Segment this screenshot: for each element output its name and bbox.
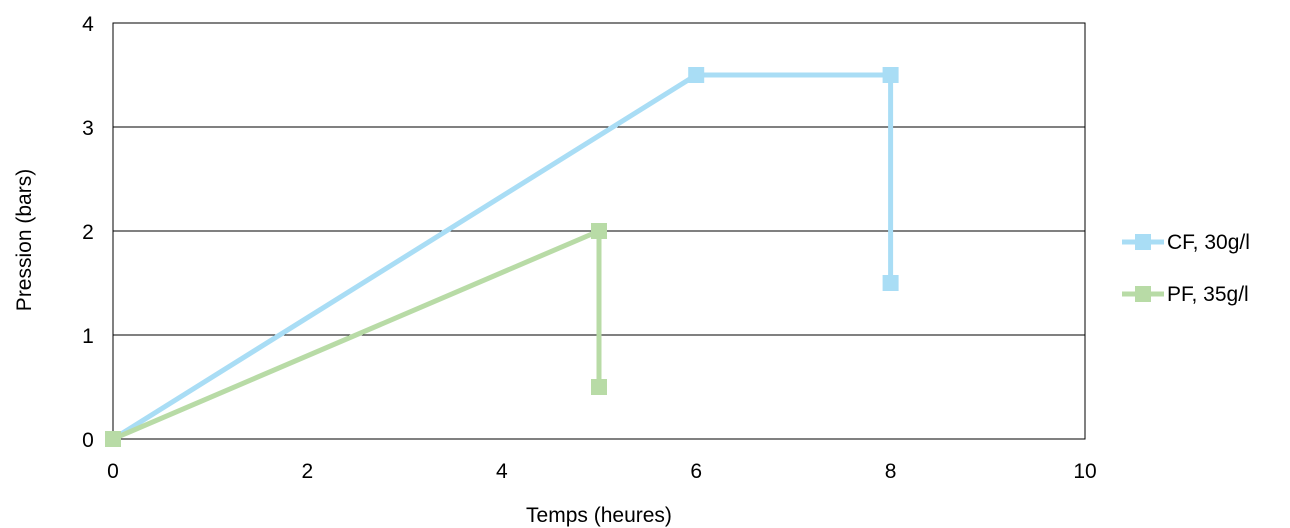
y-axis-ticks: 0 1 2 3 4 [82, 13, 94, 452]
x-tick-label: 6 [690, 460, 702, 483]
x-tick-label: 2 [302, 460, 314, 483]
x-tick-label: 0 [107, 460, 119, 483]
legend-item: CF, 30g/l [1122, 231, 1250, 254]
data-point-marker [591, 379, 607, 395]
series-1 [105, 223, 607, 447]
x-tick-label: 10 [1073, 460, 1096, 483]
y-tick-label: 4 [82, 13, 94, 36]
y-tick-label: 3 [82, 117, 94, 140]
legend-label: PF, 35g/l [1167, 283, 1249, 306]
x-tick-label: 8 [885, 460, 897, 483]
legend-swatch-marker [1135, 234, 1151, 250]
data-point-marker [882, 67, 899, 83]
legend-label: CF, 30g/l [1167, 231, 1250, 254]
legend-item: PF, 35g/l [1122, 283, 1249, 306]
y-axis-title: Pression (bars) [13, 169, 36, 311]
y-tick-label: 0 [82, 429, 94, 452]
data-point-marker [688, 67, 705, 83]
data-point-marker [591, 223, 607, 239]
legend-swatch-marker [1135, 286, 1151, 302]
data-point-marker [105, 431, 121, 447]
x-axis-ticks: 0 2 4 6 8 10 [107, 460, 1097, 483]
x-tick-label: 4 [496, 460, 508, 483]
series-line [110, 72, 894, 442]
data-point-marker [882, 275, 899, 291]
legend: CF, 30g/l PF, 35g/l [1122, 231, 1250, 306]
x-axis-title: Temps (heures) [526, 504, 672, 527]
y-tick-label: 1 [82, 325, 94, 348]
series-0 [105, 67, 899, 447]
y-tick-label: 2 [82, 221, 94, 244]
series-layer [105, 67, 899, 447]
